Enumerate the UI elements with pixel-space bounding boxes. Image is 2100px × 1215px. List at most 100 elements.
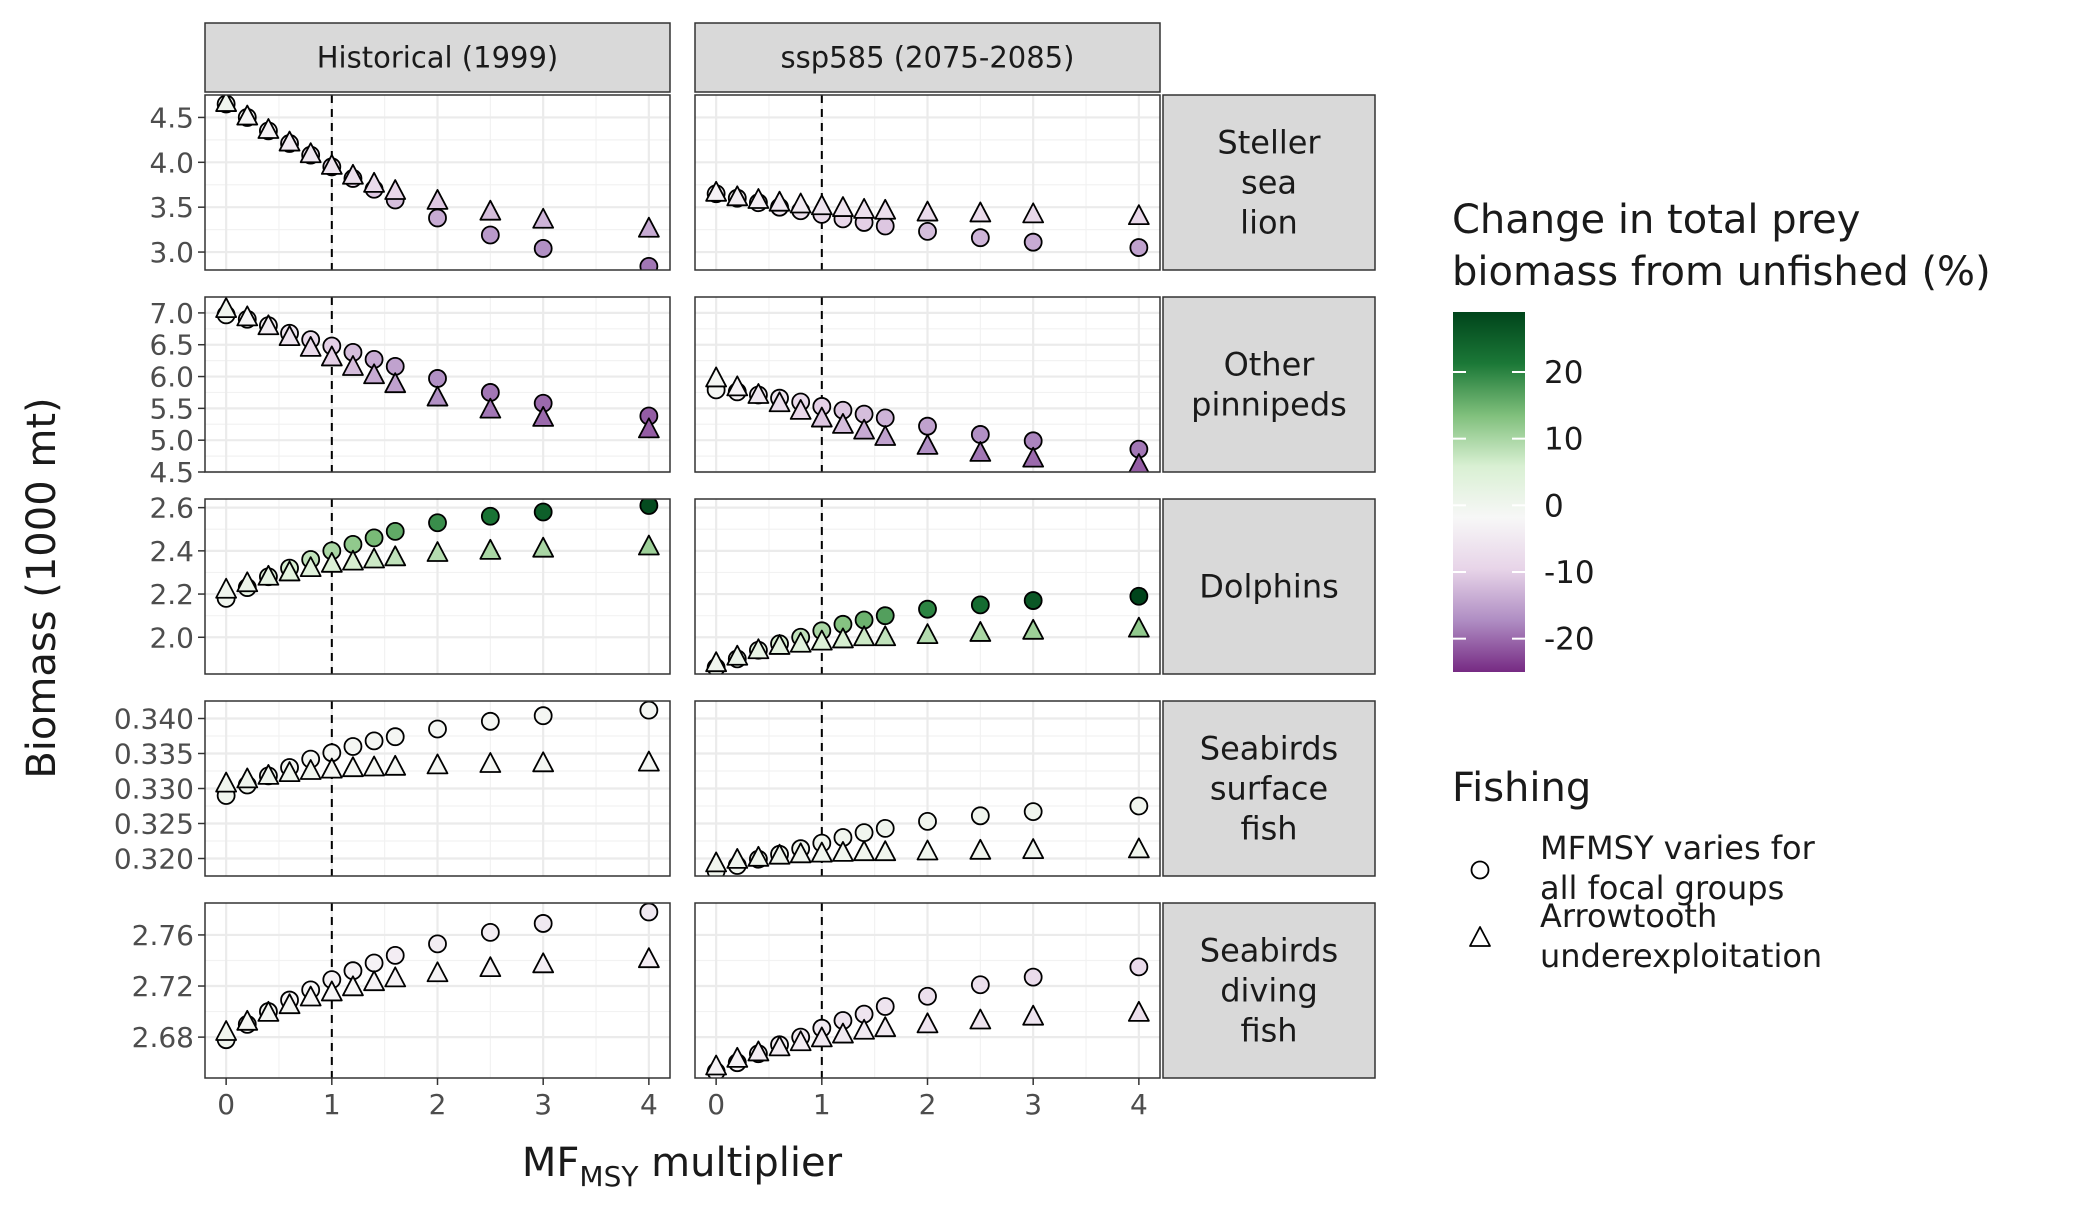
y-tick-label: 2.2: [149, 578, 194, 611]
point-circle: [428, 208, 447, 228]
point-triangle: [789, 631, 812, 653]
point-circle: [970, 595, 990, 615]
facet-strip-label: Seabirds: [1200, 730, 1338, 768]
facet-strip-label: fish: [1240, 810, 1297, 848]
panel-border: [204, 498, 671, 675]
point-triangle: [342, 163, 364, 185]
point-triangle: [747, 383, 770, 404]
facet-strip-label: fish: [1240, 1012, 1297, 1050]
point-triangle: [384, 754, 407, 776]
point-triangle: [426, 188, 449, 210]
point-triangle: [768, 391, 791, 413]
facet-strip-column: [204, 22, 671, 93]
y-tick-label: 7.0: [149, 297, 194, 330]
facet-panel: [204, 296, 671, 474]
facet-strip-label: Other: [1224, 346, 1316, 384]
facet-strip-row: [1162, 700, 1376, 877]
point-triangle: [916, 434, 939, 455]
y-tick-label: 4.5: [149, 101, 194, 134]
point-triangle: [342, 975, 364, 997]
point-triangle: [320, 345, 343, 367]
point-circle: [428, 513, 447, 533]
point-triangle: [426, 753, 449, 775]
colorbar-tick-label: -20: [1544, 622, 1595, 658]
point-triangle: [532, 207, 555, 229]
colorbar-title: Change in total prey: [1452, 197, 1860, 243]
point-circle: [918, 812, 937, 831]
point-circle: [639, 499, 659, 515]
y-tick-label: 0.330: [114, 773, 194, 806]
point-triangle: [832, 196, 854, 217]
facet-strip-row: [1162, 296, 1376, 473]
point-circle: [364, 731, 384, 751]
legend-title: Fishing: [1452, 765, 1591, 811]
panel-border: [694, 296, 1161, 473]
point-triangle: [726, 644, 749, 666]
x-tick-label: 4: [640, 1088, 658, 1121]
point-circle: [385, 522, 405, 541]
legend-label: underexploitation: [1540, 937, 1822, 975]
point-triangle: [969, 1008, 992, 1030]
point-triangle: [479, 956, 502, 978]
x-tick-label: 2: [919, 1088, 937, 1121]
point-triangle: [969, 201, 992, 223]
point-triangle: [257, 118, 280, 139]
point-triangle: [969, 621, 992, 642]
y-tick-label: 0.335: [114, 738, 194, 771]
colorbar-tick-label: -10: [1544, 555, 1595, 591]
points-layer: [705, 796, 1150, 876]
points-layer: [215, 499, 660, 608]
facet-strip-label: ssp585 (2075-2085): [781, 41, 1075, 75]
point-circle: [875, 606, 895, 626]
x-tick-label: 3: [1024, 1088, 1042, 1121]
points-layer: [705, 957, 1150, 1078]
point-circle: [970, 806, 990, 826]
facet-strip-column: [694, 22, 1161, 93]
facet-strip-row: [1162, 498, 1376, 675]
facet-panel: [694, 296, 1161, 474]
x-tick-label: 3: [534, 1088, 552, 1121]
facet-panel: [694, 700, 1161, 877]
point-triangle: [299, 556, 322, 578]
point-triangle: [810, 841, 833, 863]
point-triangle: [426, 385, 449, 407]
point-circle: [1023, 967, 1043, 987]
facet-strip-label: pinnipeds: [1191, 386, 1347, 424]
point-triangle: [810, 629, 833, 651]
y-tick-label: 6.5: [149, 329, 194, 362]
point-triangle: [705, 366, 728, 388]
point-triangle: [257, 314, 280, 336]
point-triangle: [257, 564, 280, 586]
point-triangle: [278, 761, 301, 782]
y-tick-label: 5.5: [149, 392, 194, 425]
legend-label: Arrowtooth: [1540, 897, 1717, 935]
point-circle: [970, 228, 990, 248]
point-circle: [385, 727, 405, 747]
point-triangle: [832, 413, 854, 434]
x-tick-label: 0: [217, 1088, 235, 1121]
point-circle: [970, 425, 990, 444]
point-circle: [428, 719, 447, 739]
panel-border: [694, 498, 1161, 675]
point-circle: [639, 257, 659, 270]
point-triangle: [426, 961, 449, 983]
point-triangle: [299, 142, 322, 164]
points-layer: [705, 366, 1150, 472]
facet-strip-label: Seabirds: [1200, 932, 1338, 970]
point-triangle: [1128, 453, 1150, 472]
point-circle: [480, 225, 500, 245]
point-circle: [875, 216, 895, 236]
point-triangle: [747, 845, 770, 867]
point-triangle: [236, 104, 259, 126]
point-triangle: [637, 534, 660, 556]
point-triangle: [384, 372, 407, 394]
point-triangle: [342, 355, 364, 376]
y-tick-label: 4.0: [149, 146, 194, 179]
point-triangle: [320, 757, 343, 779]
colorbar-tick-label: 10: [1544, 422, 1583, 458]
point-triangle: [705, 180, 728, 202]
point-triangle: [789, 1030, 812, 1052]
point-circle: [533, 239, 553, 258]
point-triangle: [705, 851, 728, 873]
